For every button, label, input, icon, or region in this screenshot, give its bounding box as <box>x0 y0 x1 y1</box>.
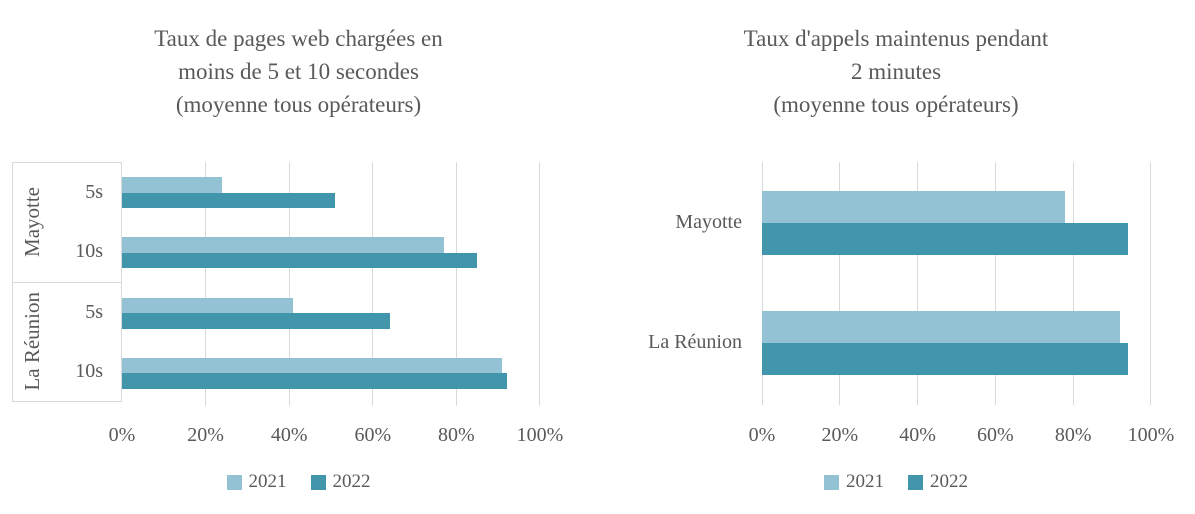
title-line-3: (moyenne tous opérateurs) <box>773 92 1019 117</box>
chart-title: Taux de pages web chargées en moins de 5… <box>0 22 597 121</box>
x-tick-label: 60% <box>354 424 392 446</box>
legend-item-2021: 2021 <box>226 471 287 493</box>
gridline <box>205 162 207 406</box>
legend-label-2021: 2021 <box>248 471 287 492</box>
legend-label-2022: 2022 <box>332 471 371 492</box>
x-axis-labels: 0% 20% 40% 60% 80% 100% <box>749 423 1175 449</box>
category-label: La Réunion <box>648 330 742 353</box>
x-tick-label: 20% <box>821 424 859 446</box>
gridline <box>539 162 540 406</box>
bar-2022-Mayotte 5s <box>122 192 336 208</box>
bar-2022-Mayotte <box>762 223 1128 255</box>
title-line-2: 2 minutes <box>850 59 942 84</box>
title-line-2: moins de 5 et 10 secondes <box>178 59 419 84</box>
category-sublabel: 5s <box>85 181 103 204</box>
bar-2021-La Réunion <box>762 311 1120 343</box>
category-sublabel: 10s <box>75 240 103 263</box>
x-tick-label: 80% <box>1054 424 1092 446</box>
legend-swatch-2022 <box>310 474 326 490</box>
legend-swatch-2021 <box>226 474 242 490</box>
gridline <box>288 162 290 406</box>
legend-swatch-2022 <box>908 474 923 490</box>
bar-2021-La Réunion 5s <box>122 297 294 313</box>
x-tick-label: 0% <box>108 424 136 446</box>
x-axis-labels: 0% 20% 40% 60% 80% 100% <box>109 423 564 449</box>
x-tick-label: 80% <box>438 424 475 446</box>
group-label-text: La Réunion <box>19 292 44 392</box>
gridline <box>761 162 763 405</box>
bar-2022-La Réunion <box>762 343 1128 375</box>
group-label-text: Mayotte <box>19 187 44 258</box>
plot-area <box>761 162 1151 405</box>
bar-2022-Mayotte 10s <box>122 252 478 269</box>
group-label: La Réunion <box>13 283 51 402</box>
x-tick-label: 40% <box>899 424 936 446</box>
group-sublabels: 5s 10s <box>51 283 121 402</box>
legend-item-2022: 2022 <box>310 471 371 493</box>
chart-call-retention: Taux d'appels maintenus pendant 2 minute… <box>597 0 1195 514</box>
group-label: Mayotte <box>13 163 51 282</box>
legend-label-2022: 2022 <box>930 471 968 492</box>
chart-web-page-load: Taux de pages web chargées en moins de 5… <box>0 0 597 514</box>
group-sublabels: 5s 10s <box>51 163 121 282</box>
category-label: Mayotte <box>675 210 742 233</box>
bar-2021-La Réunion 10s <box>122 357 503 374</box>
gridline <box>1072 162 1074 405</box>
category-sublabel: 5s <box>85 300 103 323</box>
title-line-1: Taux d'appels maintenus pendant <box>743 26 1049 51</box>
legend-item-2021: 2021 <box>824 471 884 493</box>
gridline <box>917 162 919 405</box>
x-tick-label: 40% <box>270 424 308 446</box>
category-axis: Mayotte La Réunion <box>597 162 762 402</box>
legend: 2021 2022 <box>597 471 1195 493</box>
plot-area <box>122 162 540 406</box>
gridline <box>372 162 374 406</box>
gridline <box>455 162 457 406</box>
gridline <box>839 162 841 405</box>
bar-2021-Mayotte 10s <box>122 237 444 253</box>
x-tick-label: 20% <box>187 424 224 446</box>
gridline <box>994 162 996 405</box>
x-tick-label: 0% <box>748 424 776 446</box>
gridline <box>1150 162 1151 405</box>
legend: 2021 2022 <box>0 471 597 493</box>
category-group: La Réunion 5s 10s <box>12 281 122 402</box>
legend-label-2021: 2021 <box>846 471 884 492</box>
bar-2021-Mayotte <box>762 191 1066 223</box>
x-tick-label: 60% <box>977 424 1014 446</box>
category-sublabel: 10s <box>75 359 103 382</box>
bar-2022-La Réunion 5s <box>122 313 390 329</box>
x-tick-label: 100% <box>516 424 564 446</box>
category-group: Mayotte 5s 10s <box>12 162 122 283</box>
legend-item-2022: 2022 <box>908 471 968 493</box>
x-tick-label: 100% <box>1127 424 1175 446</box>
bar-2021-Mayotte 5s <box>122 177 223 193</box>
title-line-3: (moyenne tous opérateurs) <box>175 92 422 117</box>
bar-2022-La Réunion 10s <box>122 373 507 389</box>
legend-swatch-2021 <box>824 474 839 490</box>
category-axis: Mayotte 5s 10s La Réunion 5s 10s <box>12 162 122 403</box>
chart-title: Taux d'appels maintenus pendant 2 minute… <box>597 22 1195 121</box>
title-line-1: Taux de pages web chargées en <box>154 26 443 51</box>
